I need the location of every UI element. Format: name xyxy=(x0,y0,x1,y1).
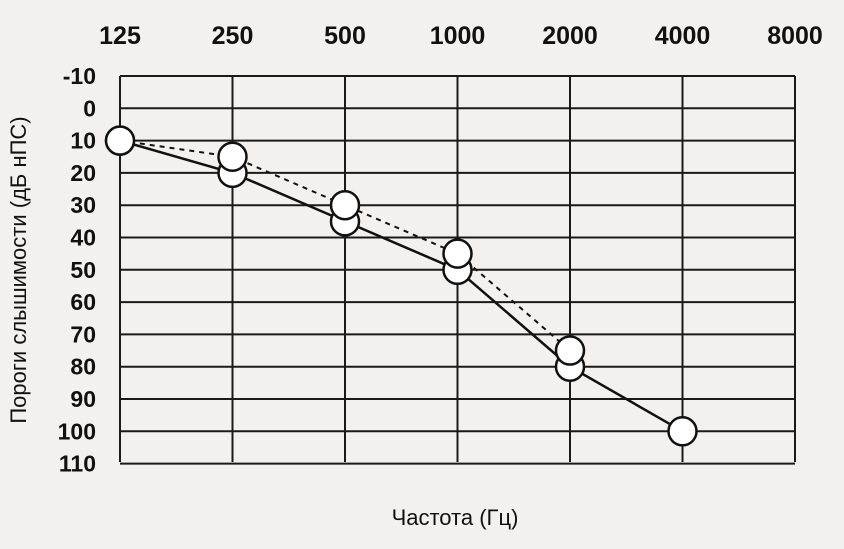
y-tick-label: 30 xyxy=(70,192,96,218)
grid xyxy=(119,75,796,465)
x-tick-label: 2000 xyxy=(542,22,598,50)
x-tick-label: 500 xyxy=(324,22,366,50)
y-tick-labels: -10 0 10 20 30 40 50 60 70 80 90 100 110 xyxy=(58,63,96,477)
y-tick-label: 90 xyxy=(70,386,96,412)
y-tick-label: 80 xyxy=(70,354,96,380)
series-lines xyxy=(119,139,684,433)
y-axis-label: Пороги слышимости (дБ нПС) xyxy=(6,116,31,423)
x-tick-label: 8000 xyxy=(767,22,823,50)
y-tick-label: 50 xyxy=(70,257,96,283)
x-tick-label: 4000 xyxy=(655,22,711,50)
x-axis-label: Частота (Гц) xyxy=(392,505,519,530)
data-point-dashed xyxy=(329,189,361,221)
y-tick-label: 0 xyxy=(83,95,96,121)
y-tick-label: 20 xyxy=(70,160,96,186)
y-tick-label: 110 xyxy=(59,451,96,477)
x-tick-labels: 125 250 500 1000 2000 4000 8000 xyxy=(99,22,823,50)
data-point-dashed xyxy=(554,335,586,366)
series-line-solid xyxy=(119,139,684,433)
x-tick-label: 1000 xyxy=(430,22,486,50)
y-tick-label: 70 xyxy=(70,321,96,347)
x-tick-label: 125 xyxy=(99,22,141,50)
y-tick-label: 10 xyxy=(70,128,96,154)
data-point-dashed xyxy=(442,238,473,269)
data-point-dashed xyxy=(217,141,248,172)
y-tick-label: 40 xyxy=(70,225,96,251)
data-markers xyxy=(104,125,698,447)
x-tick-label: 250 xyxy=(212,22,254,50)
y-tick-label: 100 xyxy=(58,418,96,444)
y-tick-label: -10 xyxy=(63,63,96,89)
data-point-solid xyxy=(667,416,698,447)
data-point-dashed xyxy=(104,125,136,156)
y-tick-label: 60 xyxy=(70,289,96,315)
